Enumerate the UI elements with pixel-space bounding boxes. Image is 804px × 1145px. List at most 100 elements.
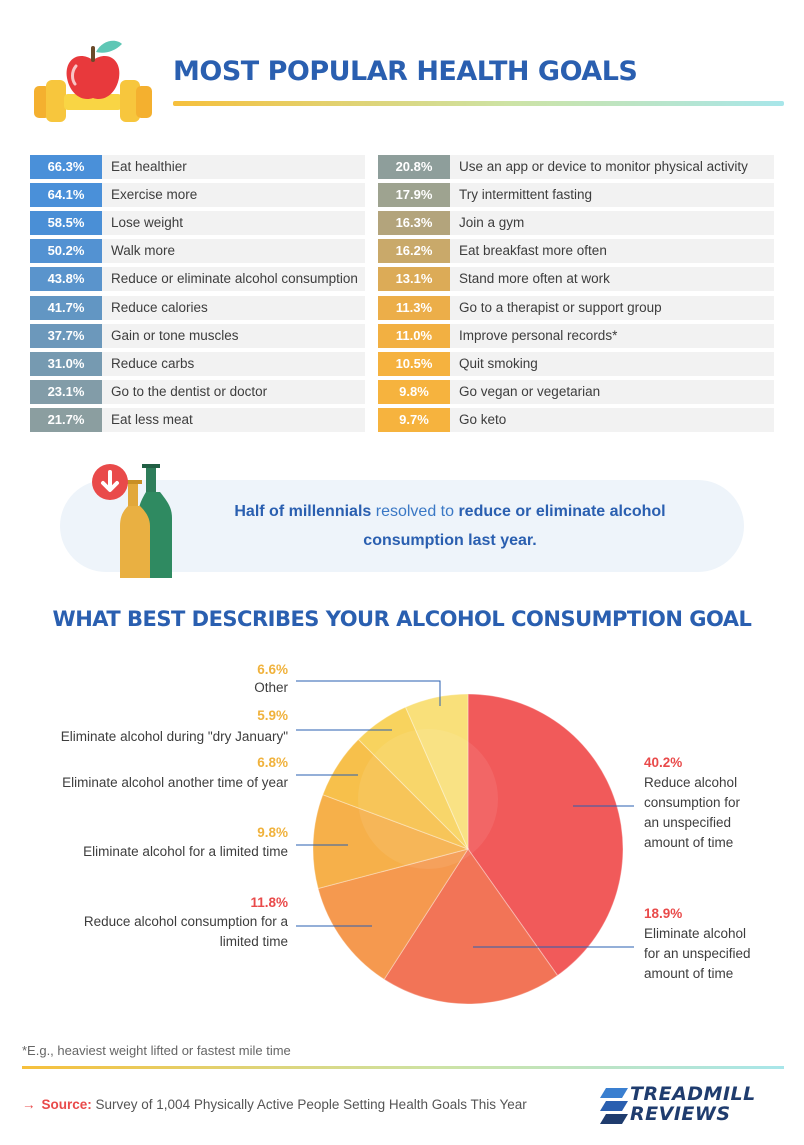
goal-percent: 64.1%: [30, 183, 102, 208]
slice-percent-label: 40.2%: [644, 755, 682, 770]
goal-percent: 9.8%: [378, 379, 450, 404]
goal-row: 50.2% Walk more: [30, 239, 365, 264]
goal-percent: 11.3%: [378, 295, 450, 320]
goal-row: 13.1% Stand more often at work: [378, 267, 774, 292]
goal-percent: 43.8%: [30, 267, 102, 292]
goal-row: 9.8% Go vegan or vegetarian: [378, 379, 774, 404]
goal-percent: 41.7%: [30, 295, 102, 320]
slice-category-label: amount of time: [644, 835, 733, 850]
slice-category-label: amount of time: [644, 966, 733, 981]
goal-percent: 9.7%: [378, 407, 450, 432]
goal-row: 41.7% Reduce calories: [30, 295, 365, 320]
goal-percent: 23.1%: [30, 379, 102, 404]
slice-category-label: Reduce alcohol consumption for a: [84, 914, 289, 929]
goal-percent: 37.7%: [30, 323, 102, 348]
goal-row: 31.0% Reduce carbs: [30, 351, 365, 376]
goal-label: Stand more often at work: [459, 271, 610, 287]
goal-label: Go to a therapist or support group: [459, 299, 662, 315]
pie-slice: [357, 706, 469, 850]
apple-dumbbell-icon: [34, 40, 152, 122]
slice-category-label: Eliminate alcohol another time of year: [62, 775, 288, 790]
slice-category-label: limited time: [220, 934, 288, 949]
pie-slice: [467, 693, 624, 977]
slice-percent-label: 11.8%: [250, 895, 288, 910]
goal-percent: 16.3%: [378, 211, 450, 236]
slice-category-label: consumption for: [644, 795, 741, 810]
goal-label: Lose weight: [111, 215, 184, 231]
goal-label: Try intermittent fasting: [459, 187, 593, 203]
goal-label: Join a gym: [459, 215, 525, 231]
goal-label: Gain or tone muscles: [111, 327, 239, 343]
goal-row: 11.3% Go to a therapist or support group: [378, 295, 774, 320]
source-line: → Source: Survey of 1,004 Physically Acti…: [22, 1097, 527, 1112]
brand-line-1: TREADMILL: [630, 1083, 756, 1105]
goal-label: Go keto: [459, 411, 507, 427]
title-underline: [173, 101, 784, 106]
slice-percent-label: 5.9%: [257, 708, 288, 723]
goal-percent: 50.2%: [30, 239, 102, 264]
leader-line: [296, 680, 441, 706]
goal-row: 37.7% Gain or tone muscles: [30, 323, 365, 348]
slice-category-label: Eliminate alcohol: [644, 926, 746, 941]
goal-label: Reduce calories: [111, 299, 208, 315]
slice-percent-label: 6.6%: [257, 662, 288, 677]
callout-text: Half of millennials resolved to reduce o…: [200, 497, 700, 555]
slice-percent-label: 9.8%: [257, 825, 288, 840]
goal-row: 20.8% Use an app or device to monitor phy…: [378, 155, 774, 179]
pie-slice: [383, 848, 559, 1005]
slice-percent-label: 18.9%: [644, 906, 682, 921]
goal-row: 16.3% Join a gym: [378, 211, 774, 236]
slice-category-label: an unspecified: [644, 815, 731, 830]
pie-slice: [312, 794, 470, 890]
pie-slice: [322, 738, 469, 850]
goal-row: 66.3% Eat healthier: [30, 155, 365, 179]
arrow-right-icon: →: [22, 1097, 36, 1112]
goal-percent: 11.0%: [378, 323, 450, 348]
goal-label: Eat breakfast more often: [459, 243, 607, 259]
goal-percent: 13.1%: [378, 267, 450, 292]
footnote: *E.g., heaviest weight lifted or fastest…: [22, 1043, 291, 1058]
goal-row: 10.5% Quit smoking: [378, 351, 774, 376]
treadmill-logo-icon: [600, 1088, 628, 1124]
goal-row: 64.1% Exercise more: [30, 183, 365, 208]
slice-category-label: Eliminate alcohol during "dry January": [61, 729, 288, 744]
goal-row: 58.5% Lose weight: [30, 211, 365, 236]
callout-highlight-1: Half of millennials: [234, 503, 372, 520]
chart-title: WHAT BEST DESCRIBES YOUR ALCOHOL CONSUMP…: [52, 607, 752, 631]
goal-row: 43.8% Reduce or eliminate alcohol consump…: [30, 267, 365, 292]
goal-percent: 10.5%: [378, 351, 450, 376]
goal-percent: 20.8%: [378, 155, 450, 179]
brand-logo: TREADMILL REVIEWS: [600, 1084, 785, 1128]
goal-row: 16.2% Eat breakfast more often: [378, 239, 774, 264]
goal-percent: 58.5%: [30, 211, 102, 236]
source-label: Source:: [41, 1097, 92, 1112]
slice-category-label: Other: [254, 680, 288, 695]
goal-label: Go to the dentist or doctor: [111, 383, 268, 399]
goal-label: Eat less meat: [111, 411, 193, 427]
goal-row: 21.7% Eat less meat: [30, 407, 365, 432]
callout-box: [60, 480, 744, 572]
goal-percent: 21.7%: [30, 407, 102, 432]
brand-line-2: REVIEWS: [630, 1103, 731, 1125]
goal-percent: 31.0%: [30, 351, 102, 376]
goal-percent: 16.2%: [378, 239, 450, 264]
pie-highlight: [358, 729, 498, 869]
goal-percent: 66.3%: [30, 155, 102, 179]
goal-row: 11.0% Improve personal records*: [378, 323, 774, 348]
footer-divider: [22, 1066, 784, 1069]
goal-label: Go vegan or vegetarian: [459, 383, 601, 399]
goal-label: Use an app or device to monitor physical…: [459, 159, 748, 174]
goal-label: Eat healthier: [111, 159, 187, 174]
brand-name: TREADMILL REVIEWS: [630, 1084, 756, 1124]
goal-row: 9.7% Go keto: [378, 407, 774, 432]
callout-regular: resolved to: [371, 503, 459, 520]
slice-category-label: Reduce alcohol: [644, 775, 737, 790]
slice-category-label: Eliminate alcohol for a limited time: [83, 844, 288, 859]
goal-label: Exercise more: [111, 187, 198, 203]
pie-slice: [404, 693, 469, 850]
goal-label: Quit smoking: [459, 355, 538, 371]
goal-label: Reduce carbs: [111, 355, 195, 371]
goal-row: 23.1% Go to the dentist or doctor: [30, 379, 365, 404]
callout-highlight-2: reduce or eliminate alcohol consumption …: [363, 503, 666, 549]
